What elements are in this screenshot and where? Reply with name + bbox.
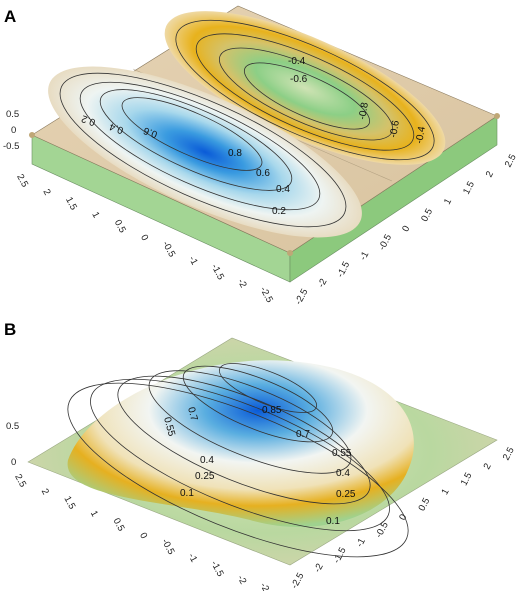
panel-a-left-axis-tick-3: 1: [89, 210, 101, 220]
panel-a-left-axis-tick-0: 2.5: [14, 172, 30, 189]
panel-b-right-axis-tick-2: 1.5: [459, 471, 475, 488]
panel-a-label-04b: 0.4: [108, 120, 125, 135]
panel-a-right-axis-tick-8: -1.5: [335, 260, 352, 280]
panel-a-label-neg04b: -0.4: [414, 125, 428, 144]
panel-b-left-axis-tick-10: -2.5: [258, 581, 275, 591]
panel-b-dome-surface: [67, 360, 414, 527]
panel-a-right-axis-tick-2: 1.5: [461, 180, 477, 197]
panel-a-label-neg06a: -0.6: [290, 74, 308, 85]
panel-a-right-axis-tick-4: 0.5: [419, 207, 435, 224]
panel-a-right-axis-tick-3: 1: [442, 197, 454, 207]
panel-a-positive-lobe: [48, 66, 362, 238]
panel-a-left-axis-tick-4: 0.5: [112, 218, 128, 235]
panel-a-letter: A: [4, 7, 16, 26]
panel-b-z-tick-05: 0.5: [6, 421, 19, 432]
panel-b-right-axis-tick-4: 0.5: [416, 496, 432, 513]
panel-a-label-06a: 0.6: [256, 168, 270, 179]
panel-a-corner-left: [29, 132, 35, 138]
panel-b-left-axis-tick-3: 1: [88, 509, 100, 519]
panel-a-label-neg04a: -0.4: [288, 56, 306, 67]
panel-b-label-07a: 0.7: [296, 429, 310, 440]
panel-b-z-axis: 0.5 0: [6, 421, 19, 468]
panel-a-label-02a: 0.2: [272, 206, 286, 217]
panel-b-contour-labels: 0.85 0.7 0.55 0.4 0.25 0.1 0.7 0.55 0.4 …: [161, 405, 356, 527]
panel-b-right-axis: 2.5 2 1.5 1 0.5 0 -0.5 -1 -1.5 -2 -2.5: [289, 445, 517, 590]
panel-b-label-04b: 0.4: [200, 455, 214, 466]
panel-b-label-01b: 0.1: [180, 488, 194, 499]
panel-a-left-axis-tick-7: -1: [186, 254, 200, 267]
panel-a-label-neg08: -0.8: [357, 101, 371, 120]
panel-a: A 0.2 0.4 0.6 0.8 0: [3, 5, 519, 307]
panel-a-label-08: 0.8: [228, 148, 242, 159]
panel-b-left-axis-tick-9: -2: [235, 574, 249, 587]
panel-b-label-01a: 0.1: [326, 516, 340, 527]
panel-b-right-axis-tick-3: 1: [439, 487, 451, 497]
panel-a-corner-front: [287, 250, 293, 256]
panel-a-left-axis-tick-1: 2: [41, 187, 53, 197]
panel-a-corner-right: [494, 113, 500, 119]
panel-a-contour-labels-negative: -0.4 -0.6 -0.8 -0.6 -0.4: [288, 56, 428, 145]
panel-b-label-085: 0.85: [262, 405, 282, 416]
panel-a-z-axis: 0.5 0 -0.5: [3, 109, 19, 152]
panel-a-z-tick-0: 0: [11, 125, 16, 136]
panel-b-right-axis-tick-1: 2: [482, 462, 494, 472]
panel-a-right-axis-tick-9: -2: [316, 277, 330, 290]
panel-b-right-axis-tick-9: -2: [312, 562, 326, 575]
panel-a-contour-labels-positive: 0.2 0.4 0.6 0.8 0.6 0.4 0.2: [80, 112, 291, 217]
panel-a-label-02b: 0.2: [80, 112, 97, 127]
panel-a-right-axis-tick-6: -0.5: [377, 233, 394, 253]
panel-a-left-axis-tick-9: -2: [235, 277, 249, 290]
panel-a-label-06b: 0.6: [142, 124, 159, 139]
panel-b-z-tick-0: 0: [11, 457, 16, 468]
panel-a-left-axis-tick-2: 1.5: [63, 195, 79, 212]
panel-a-left-axis-tick-6: -0.5: [160, 239, 177, 259]
panel-a-label-04a: 0.4: [276, 184, 290, 195]
panel-b-left-axis-tick-7: -1: [186, 552, 200, 565]
panel-b-left-axis-tick-8: -1.5: [208, 559, 225, 579]
panel-b-left-axis-tick-2: 1.5: [61, 494, 77, 511]
panel-a-left-axis-tick-10: -2.5: [258, 285, 275, 305]
panel-b-left-axis-tick-1: 2: [39, 487, 51, 497]
panel-b-label-025a: 0.25: [336, 489, 356, 500]
panel-b-right-axis-tick-0: 2.5: [501, 445, 517, 462]
panel-b-right-axis-tick-10: -2.5: [289, 571, 306, 591]
panel-a-label-neg06b: -0.6: [388, 119, 402, 138]
panel-a-right-axis-tick-0: 2.5: [503, 152, 519, 169]
panel-b-letter: B: [4, 320, 16, 339]
panel-b-left-axis-tick-6: -0.5: [159, 537, 176, 557]
panel-a-left-axis-tick-8: -1.5: [209, 262, 226, 282]
panel-b-right-axis-tick-8: -1.5: [331, 546, 348, 566]
panel-b-right-axis-tick-6: -0.5: [373, 520, 390, 540]
panel-b-label-025b: 0.25: [195, 471, 215, 482]
panel-b-label-055a: 0.55: [332, 448, 352, 459]
panel-b-label-055b: 0.55: [161, 416, 177, 438]
panel-b-right-axis-tick-5: 0: [397, 512, 409, 522]
panel-a-left-axis-tick-5: 0: [138, 233, 150, 243]
panel-b-label-04a: 0.4: [336, 468, 350, 479]
panel-a-z-tick-05: 0.5: [6, 109, 19, 120]
panel-b-right-axis-tick-7: -1: [354, 536, 368, 549]
panel-a-right-axis-tick-10: -2.5: [293, 287, 310, 307]
panel-b: B 0.85 0.7 0.55 0.4 0.25 0.1 0.7 0.55 0.…: [4, 320, 517, 591]
panel-b-left-axis-tick-4: 0.5: [111, 516, 127, 533]
panel-a-negative-lobe: [164, 11, 446, 165]
panel-b-label-07b: 0.7: [185, 406, 199, 423]
panel-a-right-axis-tick-1: 2: [484, 170, 496, 180]
panel-b-dome: [67, 360, 414, 558]
panel-b-left-axis-tick-0: 2.5: [12, 472, 28, 489]
panel-a-right-axis-tick-7: -1: [358, 250, 372, 263]
panel-a-z-tick-neg05: -0.5: [3, 141, 19, 152]
panel-a-right-axis-tick-5: 0: [400, 224, 412, 234]
panel-b-left-axis-tick-5: 0: [137, 531, 149, 541]
panel-b-left-axis: 2.5 2 1.5 1 0.5 0 -0.5 -1 -1.5 -2 -2.5: [12, 472, 275, 591]
